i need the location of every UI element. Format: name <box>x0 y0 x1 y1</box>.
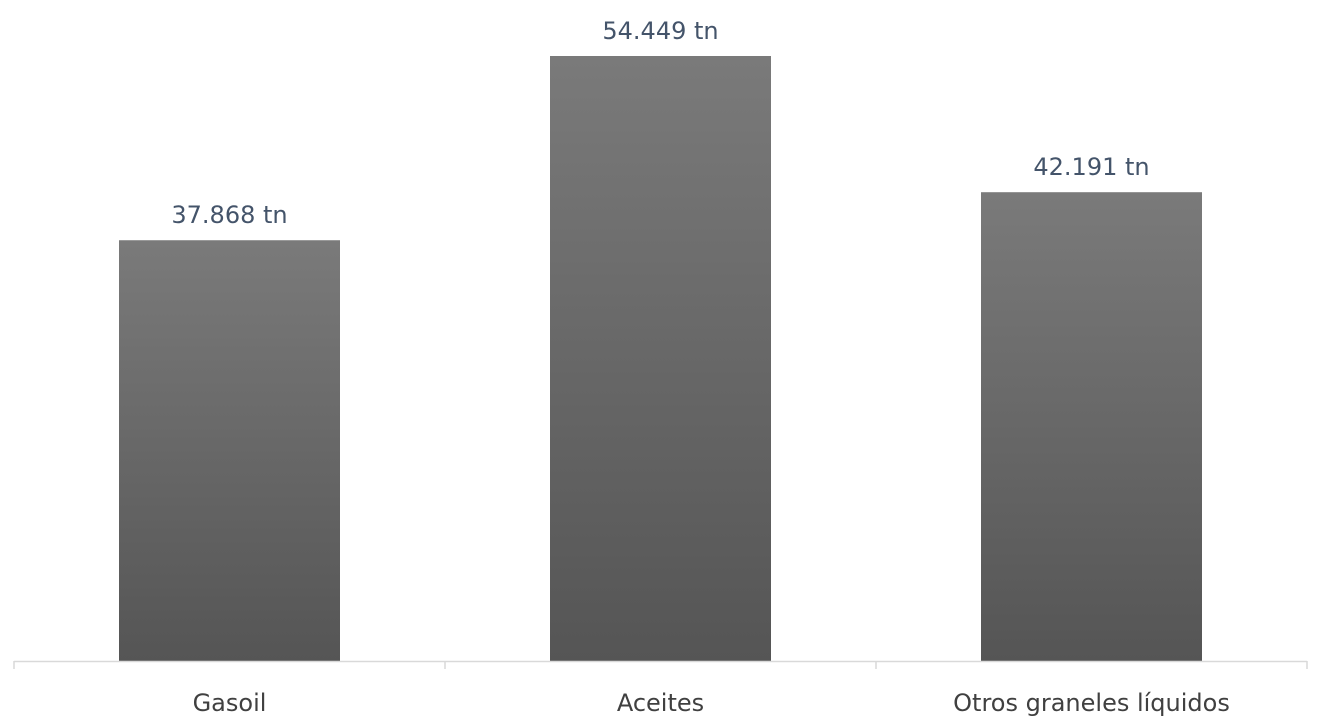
category-label: Gasoil <box>193 689 267 717</box>
labels-layer: 37.868 tn Gasoil 54.449 tn Aceites 42.191 tn… <box>171 17 1229 717</box>
bar-gasoil <box>119 240 340 662</box>
bar-otros-graneles-l-quidos <box>981 192 1202 661</box>
bar-aceites <box>550 56 771 661</box>
bars-layer <box>119 56 1202 662</box>
category-label: Aceites <box>617 689 704 717</box>
data-label: 54.449 tn <box>602 17 718 45</box>
data-label: 42.191 tn <box>1033 153 1149 181</box>
x-axis <box>13 660 1308 669</box>
data-label: 37.868 tn <box>171 201 287 229</box>
category-label: Otros graneles líquidos <box>953 689 1230 717</box>
